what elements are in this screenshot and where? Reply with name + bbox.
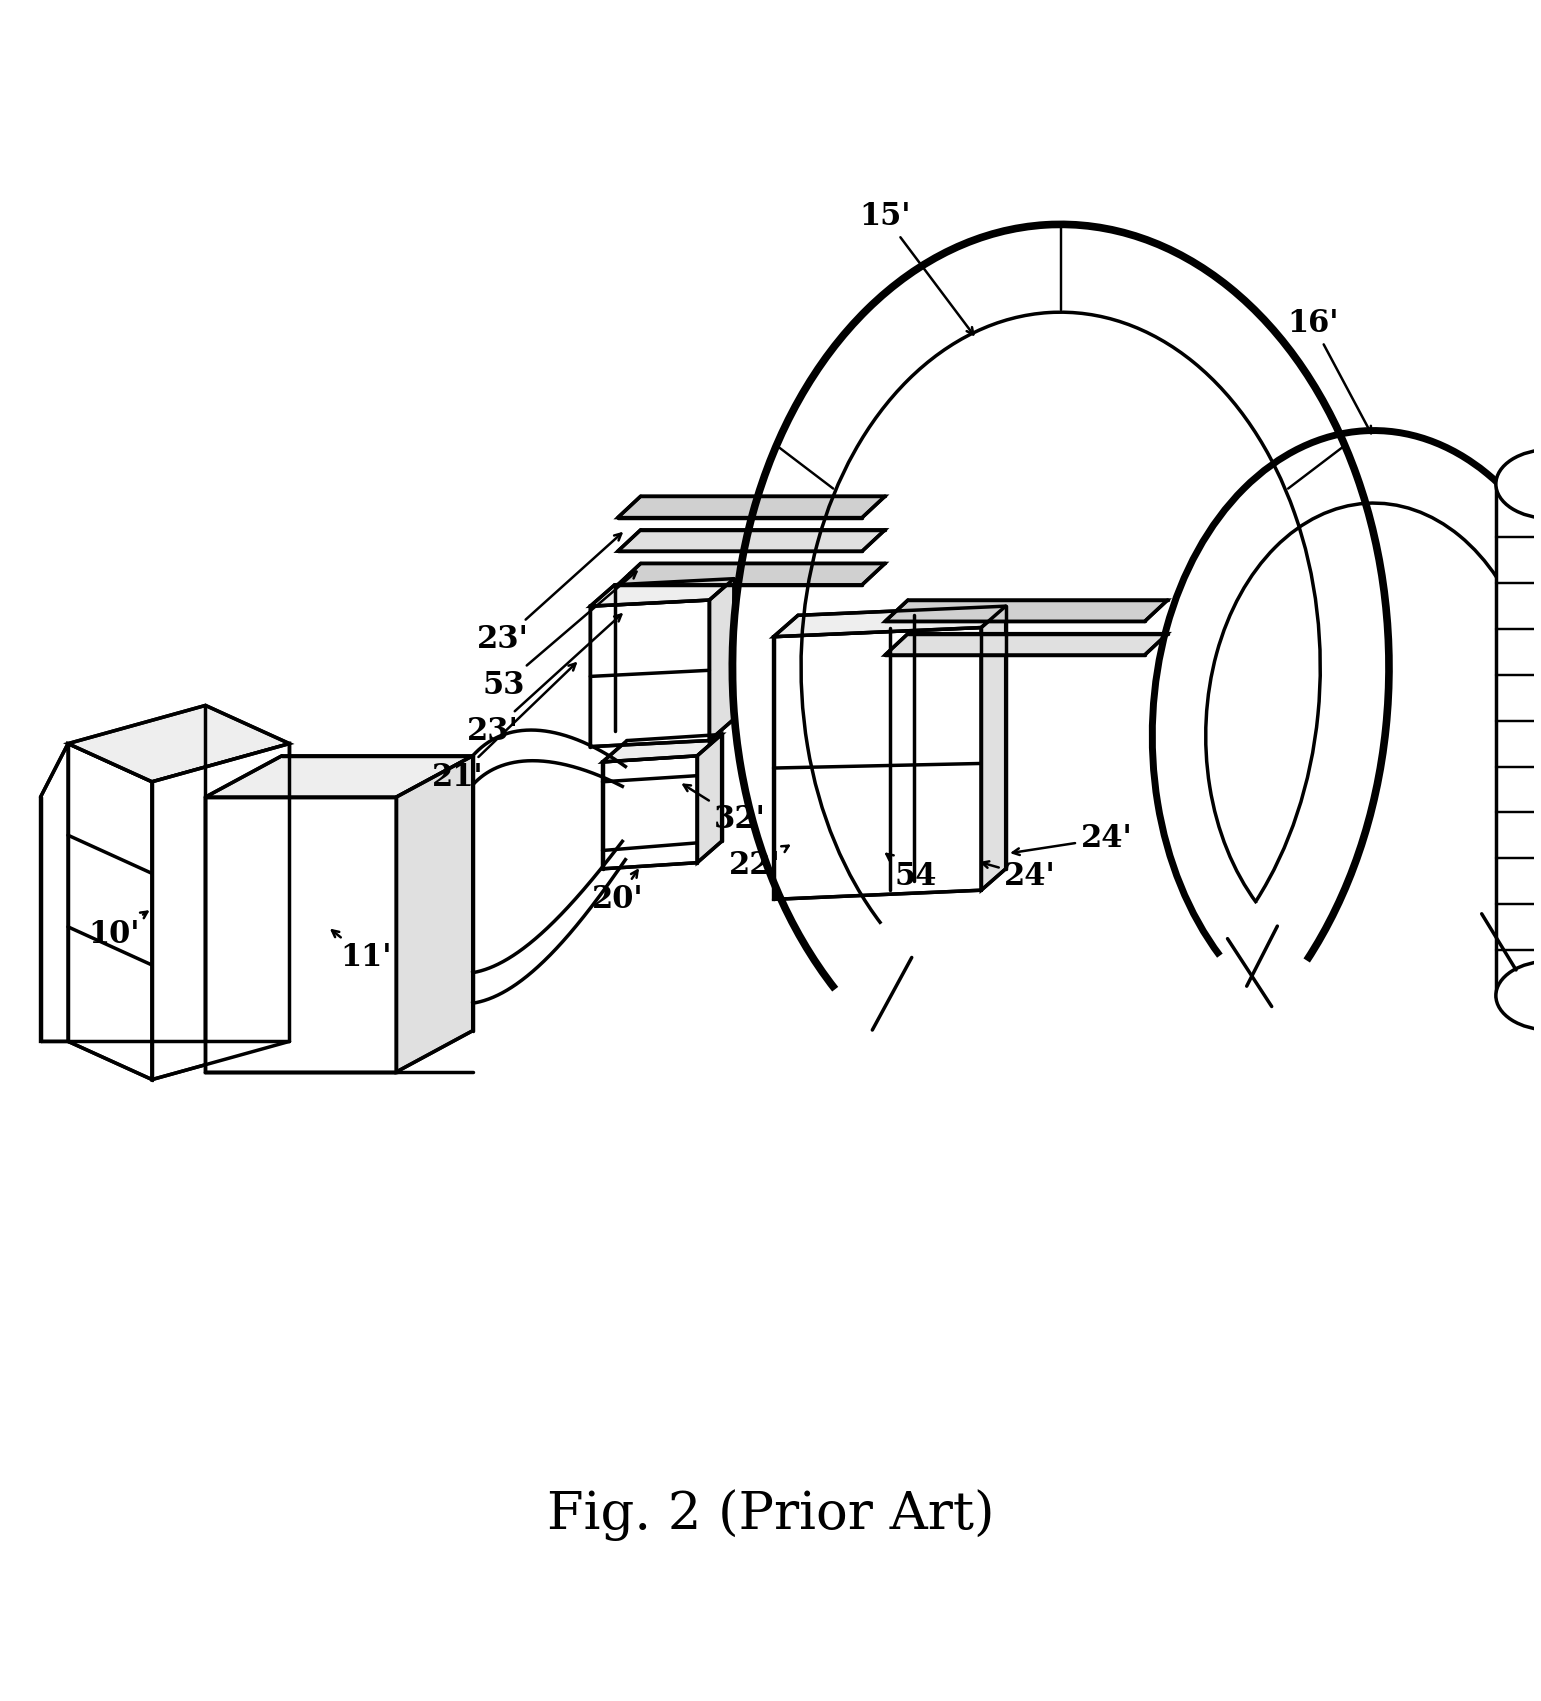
Text: 23': 23' (478, 534, 621, 655)
Polygon shape (205, 798, 396, 1072)
Polygon shape (618, 563, 885, 585)
Text: 16': 16' (1287, 308, 1371, 434)
Text: 23': 23' (467, 614, 621, 747)
Polygon shape (618, 497, 885, 517)
Text: 53: 53 (482, 572, 636, 701)
Text: 10': 10' (88, 912, 148, 949)
Polygon shape (603, 755, 697, 869)
Polygon shape (885, 634, 1168, 655)
Text: 11': 11' (331, 930, 391, 973)
Polygon shape (1496, 485, 1541, 995)
Text: 54: 54 (886, 854, 937, 891)
Polygon shape (774, 628, 982, 900)
Text: Fig. 2 (Prior Art): Fig. 2 (Prior Art) (547, 1488, 994, 1541)
Text: 20': 20' (592, 871, 644, 915)
Text: 32': 32' (684, 784, 766, 835)
Polygon shape (603, 735, 721, 762)
Polygon shape (697, 735, 721, 862)
Polygon shape (982, 606, 1006, 890)
Polygon shape (885, 600, 1168, 621)
Polygon shape (68, 706, 290, 782)
Text: 22': 22' (729, 845, 789, 881)
Text: 24': 24' (1012, 823, 1133, 856)
Polygon shape (40, 743, 68, 1041)
Polygon shape (618, 529, 885, 551)
Polygon shape (590, 600, 709, 747)
Polygon shape (709, 578, 734, 740)
Ellipse shape (1496, 961, 1541, 1029)
Text: 21': 21' (431, 663, 576, 793)
Polygon shape (153, 743, 290, 1080)
Text: 15': 15' (860, 201, 974, 335)
Ellipse shape (1496, 449, 1541, 519)
Polygon shape (396, 755, 473, 1072)
Polygon shape (774, 606, 1006, 636)
Text: 24': 24' (982, 861, 1056, 891)
Polygon shape (68, 743, 153, 1080)
Polygon shape (590, 578, 734, 606)
Polygon shape (205, 755, 473, 798)
